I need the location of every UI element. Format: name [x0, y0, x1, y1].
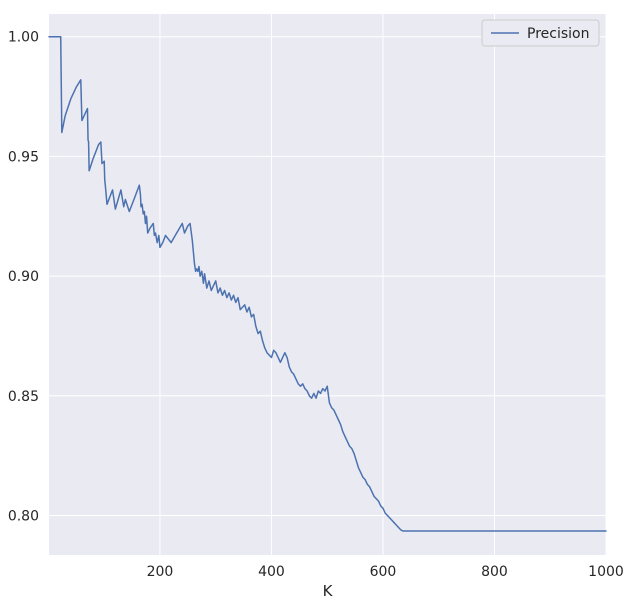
y-tick-label-0.80: 0.80: [8, 509, 39, 525]
y-tick-label-0.95: 0.95: [8, 149, 39, 165]
plot-background: [49, 14, 606, 555]
y-tick-label-0.85: 0.85: [8, 389, 39, 405]
series-line-precision: [48, 35, 607, 532]
x-tick-label-600: 600: [370, 564, 397, 580]
x-tick-label-200: 200: [147, 564, 174, 580]
x-tick-label-400: 400: [258, 564, 285, 580]
legend-box: [481, 19, 600, 47]
y-tick-label-1.00: 1.00: [8, 30, 39, 46]
x-axis-label: K: [323, 582, 334, 600]
x-tick-label-1000: 1000: [588, 564, 624, 580]
legend: Precision: [481, 19, 600, 47]
x-tick-label-800: 800: [481, 564, 508, 580]
y-tick-label-0.90: 0.90: [8, 269, 39, 285]
legend-label-precision: Precision: [527, 26, 589, 42]
series-layer: [48, 35, 607, 532]
tick-labels: 200 400 600 800 1000 0.80 0.85 0.90 0.95 1.00: [8, 30, 624, 580]
